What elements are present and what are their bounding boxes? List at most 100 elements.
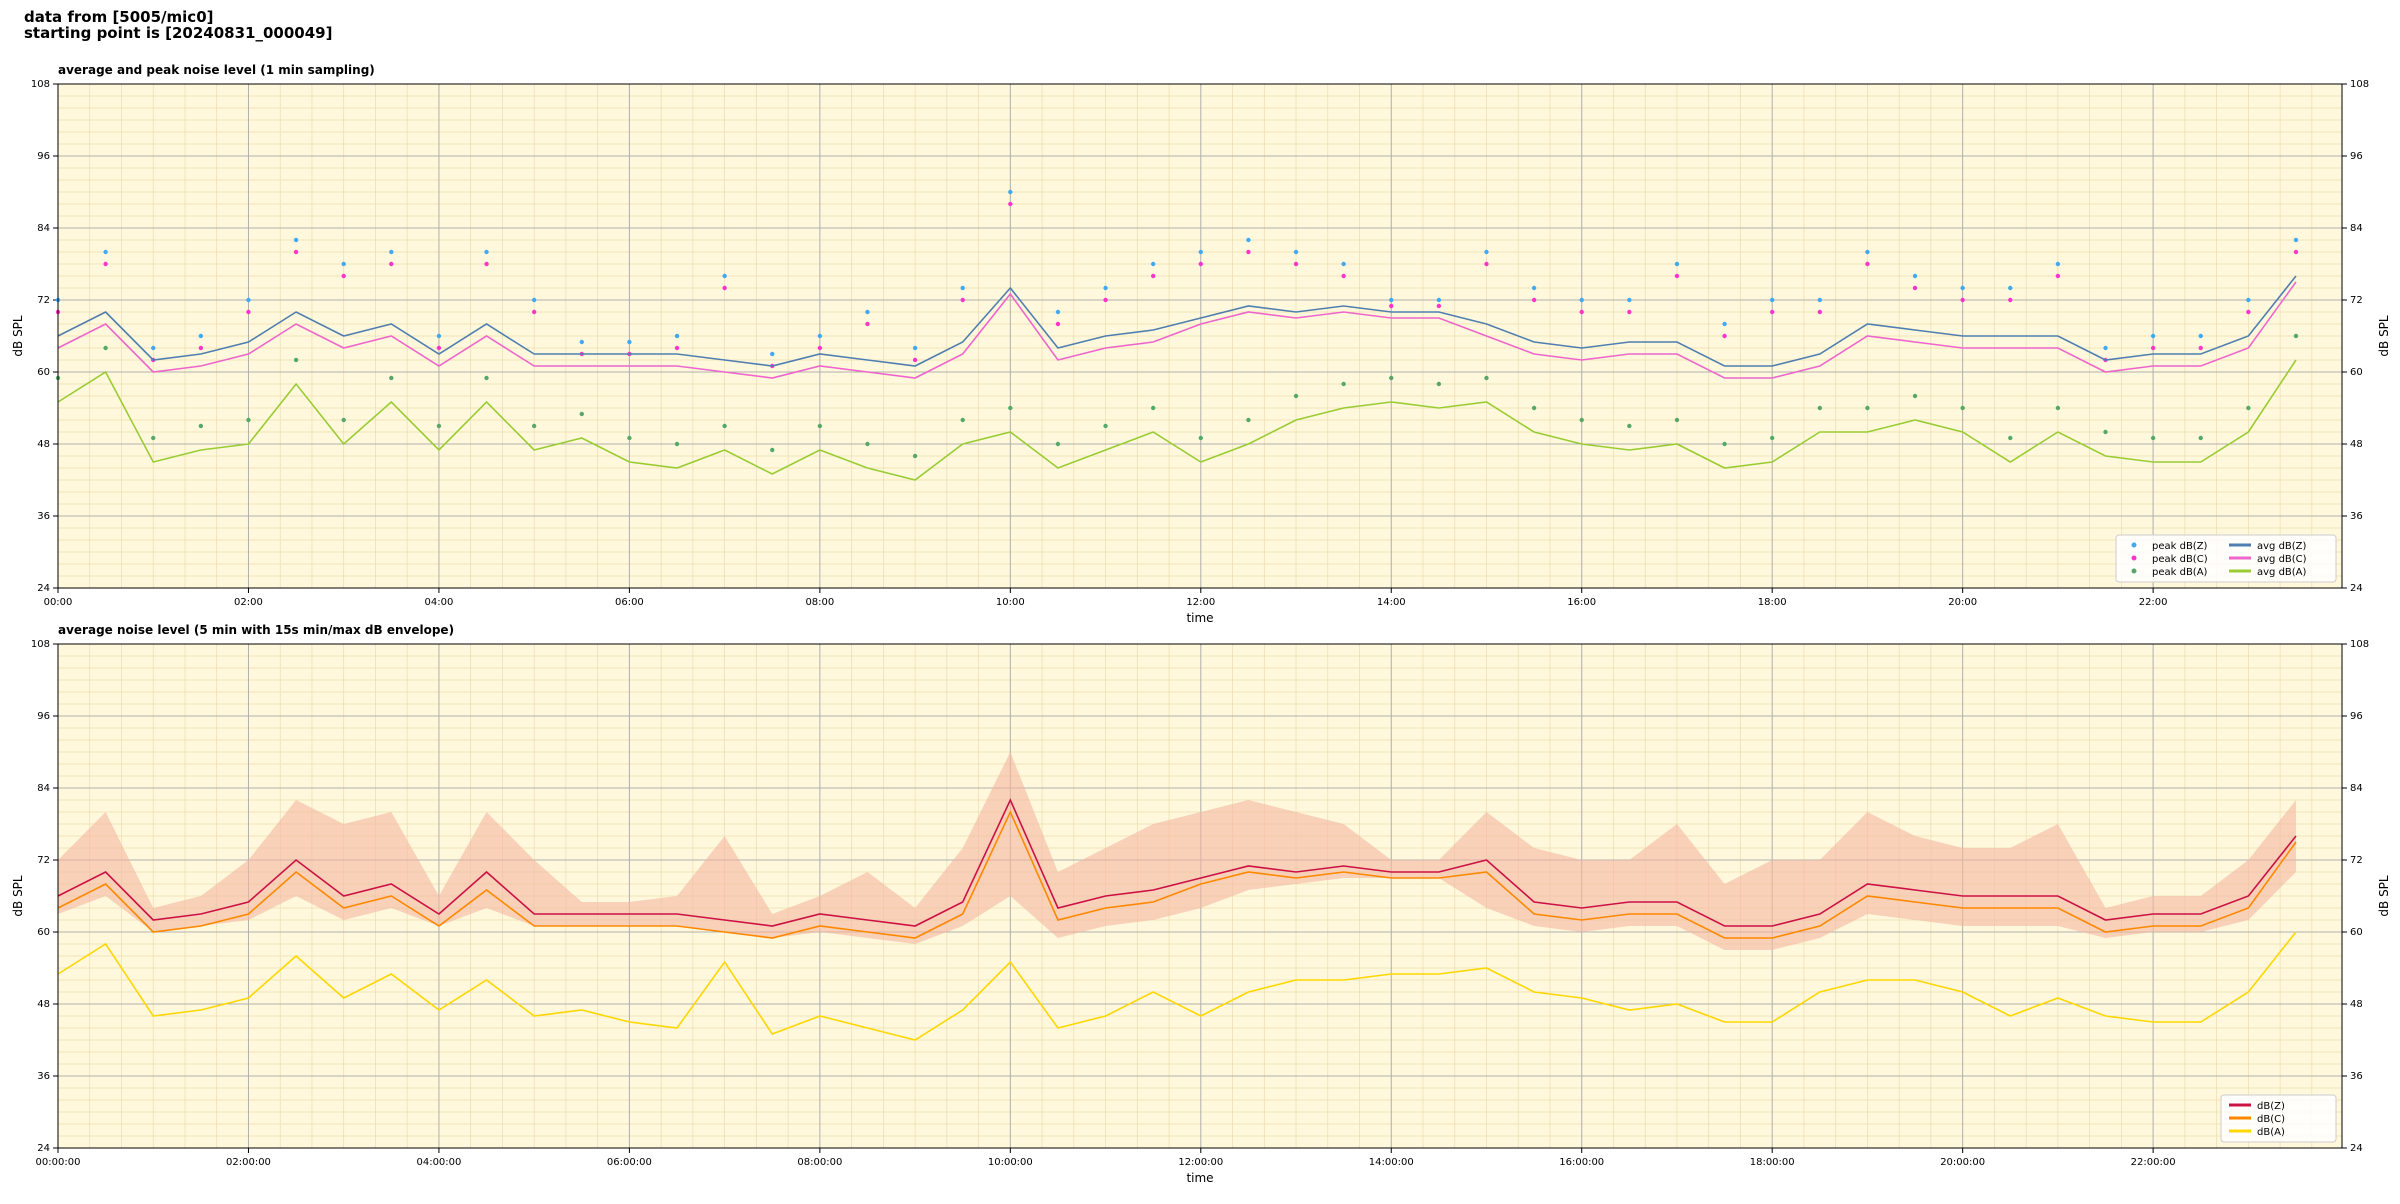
peak-point [1817, 297, 1823, 303]
peak-point [2103, 345, 2108, 351]
series-line [57, 931, 2297, 1041]
header-line: data from [5005/mic0] [24, 8, 214, 26]
y-tick-label: 96 [37, 711, 50, 722]
peak-point [151, 345, 156, 351]
peak-point [722, 285, 727, 291]
series-line [57, 359, 2297, 481]
plot-frame [57, 83, 2343, 589]
peak-point [817, 333, 823, 339]
peak-point [1246, 249, 1251, 255]
series-line [57, 275, 2297, 367]
peak-point [1055, 321, 1061, 327]
peak-point [2293, 333, 2299, 339]
peak-point [1389, 303, 1394, 309]
x-tick-label: 22:00:00 [2131, 1157, 2176, 1168]
peak-point [2198, 333, 2203, 339]
legend-label: dB(Z) [2257, 1101, 2285, 1112]
x-tick-label: 18:00 [1758, 597, 1787, 608]
peak-point [1246, 237, 1251, 243]
legend-label: avg dB(Z) [2257, 541, 2307, 552]
y-tick-label: 108 [31, 79, 50, 90]
legend-marker [2131, 568, 2137, 574]
legend-label: peak dB(Z) [2152, 541, 2208, 552]
x-tick-label: 06:00 [615, 597, 644, 608]
peak-point [531, 423, 537, 429]
peak-point [1579, 309, 1584, 315]
chart-title: average noise level (5 min with 15s min/… [58, 623, 454, 637]
x-tick-label: 06:00:00 [607, 1157, 652, 1168]
peak-point [2150, 435, 2156, 441]
peak-point [1293, 249, 1299, 255]
x-tick-label: 22:00 [2139, 597, 2168, 608]
y2-tick-label: 72 [2350, 855, 2363, 866]
y-tick-label: 72 [37, 855, 50, 866]
peak-point [912, 357, 918, 363]
x-tick-label: 02:00:00 [226, 1157, 271, 1168]
peak-point [722, 273, 727, 279]
peak-point [1722, 333, 1727, 339]
peak-point [1198, 261, 1203, 267]
y2-tick-label: 96 [2350, 711, 2363, 722]
peak-point [770, 447, 775, 453]
peak-point [865, 321, 870, 327]
peak-point [436, 423, 442, 429]
peak-point [1674, 417, 1680, 423]
peak-point [151, 435, 156, 441]
peak-point [389, 249, 394, 255]
y2-tick-label: 84 [2350, 223, 2363, 234]
y2-tick-label: 84 [2350, 783, 2363, 794]
y-tick-label: 48 [37, 439, 50, 450]
y-tick-label: 36 [37, 511, 50, 522]
y-tick-label: 84 [37, 783, 50, 794]
peak-point [960, 285, 965, 291]
peak-point [1769, 297, 1775, 303]
peak-point [1008, 405, 1013, 411]
peak-point [1627, 423, 1632, 429]
chart-title: average and peak noise level (1 min samp… [58, 63, 375, 77]
peak-point [293, 237, 299, 243]
peak-point [1722, 441, 1727, 447]
peak-point [674, 345, 680, 351]
peak-point [1674, 273, 1680, 279]
peak-point [484, 375, 489, 381]
peak-point [1579, 417, 1584, 423]
x-tick-label: 00:00:00 [36, 1157, 81, 1168]
peak-point [579, 339, 584, 345]
peak-point [1960, 405, 1965, 411]
peak-point [1198, 249, 1203, 255]
y2-tick-label: 108 [2350, 639, 2369, 650]
peak-point [2246, 297, 2251, 303]
legend-label: dB(C) [2257, 1114, 2285, 1125]
peak-point [2198, 345, 2203, 351]
peak-point [1817, 405, 1823, 411]
y2-axis-label: dB SPL [2377, 315, 2391, 357]
series-line [57, 810, 2297, 939]
peak-point [531, 297, 537, 303]
legend-label: avg dB(A) [2257, 567, 2307, 578]
peak-point [1055, 441, 1061, 447]
peak-point [865, 441, 870, 447]
y2-tick-label: 108 [2350, 79, 2369, 90]
peak-point [1865, 261, 1870, 267]
y-tick-label: 84 [37, 223, 50, 234]
peak-point [1055, 309, 1061, 315]
y2-tick-label: 72 [2350, 295, 2363, 306]
peak-point [2150, 345, 2156, 351]
peak-point [389, 375, 394, 381]
envelope [58, 752, 2296, 950]
y2-tick-label: 60 [2350, 927, 2363, 938]
x-tick-label: 08:00:00 [797, 1157, 842, 1168]
peak-point [1246, 417, 1251, 423]
peak-point [1865, 405, 1870, 411]
x-tick-label: 10:00 [996, 597, 1025, 608]
peak-point [293, 357, 299, 363]
y-axis-label: dB SPL [11, 315, 25, 357]
peak-point [1341, 273, 1346, 279]
peak-point [341, 273, 346, 279]
peak-point [1389, 297, 1394, 303]
x-tick-label: 16:00 [1567, 597, 1596, 608]
legend-label: peak dB(A) [2152, 567, 2208, 578]
peak-point [674, 333, 680, 339]
peak-point [2103, 429, 2108, 435]
legend-label: dB(A) [2257, 1127, 2285, 1138]
